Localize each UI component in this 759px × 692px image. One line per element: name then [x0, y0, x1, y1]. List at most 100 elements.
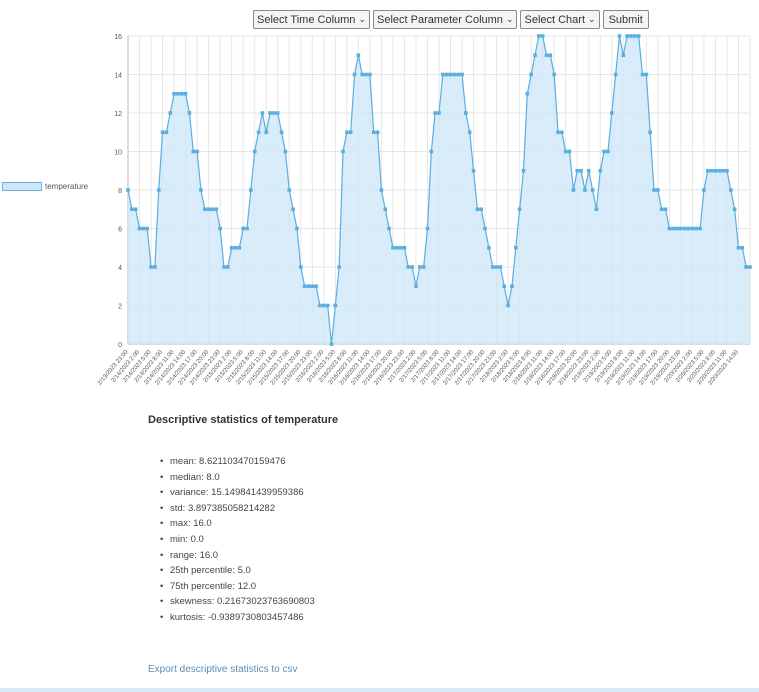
data-point — [617, 34, 622, 38]
y-tick-label: 12 — [114, 111, 122, 118]
submit-button[interactable]: Submit — [602, 10, 649, 29]
data-point — [644, 72, 649, 77]
data-point — [402, 245, 407, 250]
data-point — [490, 265, 495, 269]
data-point — [130, 207, 134, 212]
data-point — [306, 284, 311, 289]
data-point — [322, 303, 326, 308]
data-point — [268, 111, 272, 115]
time-column-select-label: Select Time Column — [257, 13, 356, 26]
chevron-down-icon: ⌄ — [588, 14, 596, 24]
data-point — [141, 226, 146, 231]
data-point — [245, 226, 249, 231]
chart-type-select[interactable]: Select Chart ⌄ — [520, 10, 600, 29]
chart-legend[interactable]: temperature — [2, 182, 88, 191]
data-point — [218, 226, 222, 231]
data-point — [441, 72, 445, 77]
data-point — [537, 34, 541, 38]
data-point — [690, 226, 695, 231]
data-point — [705, 168, 710, 173]
data-point — [467, 130, 472, 135]
data-point — [682, 226, 687, 231]
data-point — [621, 53, 626, 58]
data-point — [498, 265, 503, 269]
legend-swatch — [2, 182, 42, 191]
data-point — [314, 284, 318, 289]
data-point — [394, 245, 399, 250]
chevron-down-icon: ⌄ — [358, 14, 366, 24]
export-csv-link[interactable]: Export descriptive statistics to csv — [148, 664, 298, 675]
data-point — [502, 284, 507, 289]
data-point — [594, 207, 599, 212]
data-point — [598, 168, 603, 173]
data-point — [391, 245, 395, 250]
data-point — [298, 265, 303, 269]
data-point — [183, 91, 188, 96]
data-point — [590, 188, 595, 192]
data-point — [153, 265, 157, 269]
stats-item: • kurtosis: -0.9389730803457486 — [160, 610, 315, 626]
data-point — [371, 130, 376, 135]
data-point — [260, 111, 265, 115]
data-point — [679, 226, 683, 231]
stats-item-text: std: 3.897385058214282 — [170, 502, 276, 514]
data-point — [494, 265, 499, 269]
stats-item: • variance: 15.149841439959386 — [160, 485, 315, 501]
data-point — [275, 111, 280, 115]
chart-controls: Select Time Column ⌄ Select Parameter Co… — [253, 10, 649, 29]
data-point — [560, 130, 564, 135]
stats-title: Descriptive statistics of temperature — [148, 414, 339, 426]
data-point — [544, 53, 549, 58]
data-point — [586, 168, 591, 173]
data-point — [479, 207, 484, 212]
data-point — [736, 245, 741, 250]
data-point — [414, 284, 418, 289]
data-point — [456, 72, 460, 77]
data-point — [575, 168, 580, 173]
data-point — [191, 149, 196, 154]
data-point — [187, 111, 192, 115]
data-point — [222, 265, 226, 269]
time-column-select[interactable]: Select Time Column ⌄ — [253, 10, 370, 29]
data-point — [525, 91, 530, 96]
data-point — [126, 188, 130, 192]
data-point — [702, 188, 706, 192]
data-point — [410, 265, 414, 269]
data-point — [686, 226, 691, 231]
data-point — [356, 53, 361, 58]
stats-item-text: skewness: 0.21673023763690803 — [170, 596, 315, 608]
data-point — [429, 149, 434, 154]
chart-type-select-label: Select Chart — [524, 13, 586, 26]
data-point — [249, 188, 253, 192]
chevron-down-icon: ⌄ — [505, 14, 514, 24]
data-point — [206, 207, 211, 212]
data-point — [663, 207, 668, 212]
data-point — [652, 188, 656, 192]
stats-item-text: kurtosis: -0.9389730803457486 — [170, 611, 304, 623]
data-point — [325, 303, 330, 308]
data-point — [717, 168, 722, 173]
data-point — [748, 265, 752, 269]
bullet-icon: • — [160, 611, 164, 623]
data-point — [226, 265, 230, 269]
data-point — [348, 130, 353, 135]
data-point — [264, 130, 269, 135]
data-point — [345, 130, 349, 135]
data-point — [199, 188, 203, 192]
data-point — [145, 226, 149, 231]
y-tick-label: 2 — [118, 304, 122, 311]
stats-item: • max: 16.0 — [160, 516, 315, 532]
bullet-icon: • — [160, 502, 164, 514]
data-point — [636, 34, 641, 38]
data-point — [729, 188, 733, 192]
data-point — [137, 226, 142, 231]
parameter-column-select[interactable]: Select Parameter Column ⌄ — [372, 10, 518, 29]
data-point — [556, 130, 560, 135]
data-point — [625, 34, 629, 38]
stats-item: • mean: 8.621103470159476 — [160, 454, 315, 470]
stats-item: • 25th percentile: 5.0 — [160, 563, 315, 579]
data-point — [387, 226, 391, 231]
bullet-icon: • — [160, 456, 164, 467]
